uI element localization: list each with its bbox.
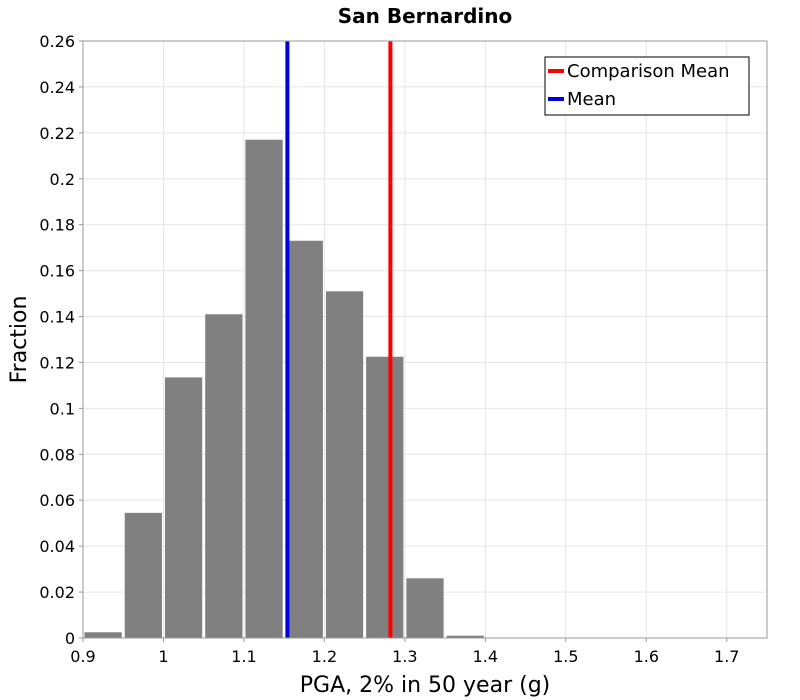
chart-title: San Bernardino — [338, 4, 513, 28]
histogram-bar — [245, 139, 283, 638]
y-axis-title: Fraction — [7, 296, 32, 384]
x-tick-label: 1.1 — [231, 647, 256, 666]
histogram-bar — [205, 314, 243, 638]
y-tick-label: 0.22 — [39, 124, 75, 143]
histogram-bar — [406, 578, 444, 638]
histogram-bar — [164, 377, 203, 638]
y-tick-label: 0.02 — [39, 583, 75, 602]
y-tick-label: 0.08 — [39, 445, 75, 464]
y-tick-label: 0.18 — [39, 216, 75, 235]
x-tick-label: 1.6 — [634, 647, 659, 666]
y-tick-label: 0.24 — [39, 78, 75, 97]
x-tick-label: 1.5 — [553, 647, 578, 666]
x-tick-label: 1 — [158, 647, 168, 666]
y-tick-label: 0.06 — [39, 491, 75, 510]
y-tick-label: 0.12 — [39, 353, 75, 372]
x-axis-title: PGA, 2% in 50 year (g) — [300, 673, 551, 698]
legend-box — [544, 56, 750, 116]
histogram-bars — [84, 139, 484, 638]
histogram-bar — [446, 635, 484, 638]
histogram-bar — [285, 240, 323, 638]
y-tick-label: 0.04 — [39, 537, 75, 556]
y-tick-label: 0.2 — [50, 170, 75, 189]
y-axis-ticks: 0 0.02 0.04 0.06 0.08 0.1 0.12 0.14 0.16 0.18 0.2 0… — [39, 32, 83, 648]
y-tick-label: 0 — [65, 629, 75, 648]
legend-label-mean: Mean — [567, 89, 616, 110]
y-tick-label: 0.26 — [39, 32, 75, 51]
y-tick-label: 0.14 — [39, 308, 75, 327]
y-tick-label: 0.1 — [50, 399, 75, 418]
histogram-bar — [325, 291, 364, 638]
plot-frame — [82, 40, 768, 639]
legend: Comparison Mean Mean — [544, 56, 750, 116]
histogram-bar — [84, 632, 122, 638]
x-tick-label: 1.7 — [714, 647, 739, 666]
mean-lines — [285, 41, 393, 638]
x-tick-label: 1.3 — [392, 647, 417, 666]
x-axis-ticks: 0.9 1 1.1 1.2 1.3 1.4 1.5 1.6 1.7 — [70, 638, 739, 666]
x-tick-label: 1.2 — [312, 647, 337, 666]
y-tick-label: 0.16 — [39, 262, 75, 281]
histogram-bar — [124, 512, 162, 638]
x-tick-label: 0.9 — [70, 647, 95, 666]
legend-label-comparison-mean: Comparison Mean — [567, 61, 730, 82]
x-tick-label: 1.4 — [473, 647, 498, 666]
histogram-bar — [366, 356, 404, 638]
